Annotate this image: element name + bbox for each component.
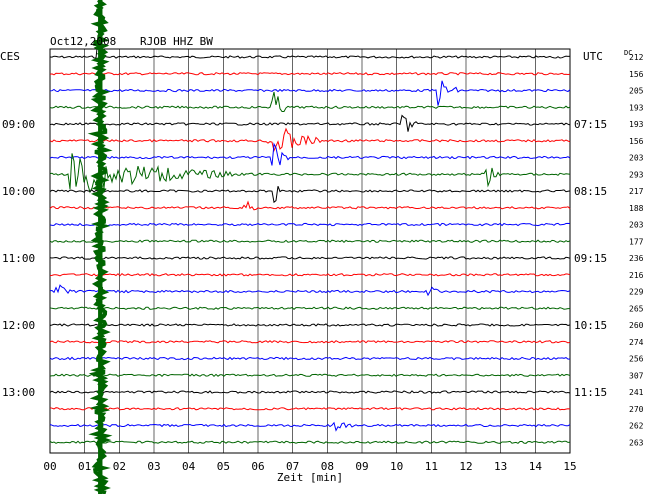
chart-labels: Oct12,2008 RJOB HHZ BW CES UTC DC Zeit […	[0, 35, 632, 484]
x-tick-label: 13	[494, 460, 507, 473]
trace-row-14	[49, 284, 571, 297]
dc-value: 274	[629, 338, 644, 347]
left-timezone-label: CES	[0, 50, 20, 63]
dc-value: 263	[629, 438, 644, 447]
trace-row-9	[49, 200, 571, 211]
left-time-label: 09:00	[2, 118, 35, 131]
dc-value: 193	[629, 103, 644, 112]
dc-value: 241	[629, 388, 644, 397]
x-axis-label: Zeit [min]	[277, 471, 343, 484]
dc-value: 205	[629, 87, 644, 96]
x-tick-label: 15	[563, 460, 576, 473]
axis-tick-labels: 00 01 02 03 04 05 06 07 08 09 10 11 12 13 14 15 09:00 10:…	[2, 53, 644, 473]
trace-row-22	[49, 421, 571, 432]
x-tick-label: 00	[43, 460, 56, 473]
dc-value: 156	[629, 70, 644, 79]
dc-value: 262	[629, 422, 644, 431]
x-tick-label: 12	[459, 460, 472, 473]
x-tick-label: 03	[147, 460, 160, 473]
trace-row-2	[49, 80, 571, 106]
left-time-label: 10:00	[2, 185, 35, 198]
dc-value: 203	[629, 154, 644, 163]
trace-row-10	[49, 222, 571, 227]
left-time-label: 13:00	[2, 386, 35, 399]
trace-row-4	[49, 114, 571, 132]
chart-station: RJOB HHZ BW	[140, 35, 213, 48]
green-teleseism-core	[98, 0, 103, 494]
trace-row-6	[49, 142, 571, 166]
left-time-label: 11:00	[2, 252, 35, 265]
x-tick-label: 07	[286, 460, 299, 473]
trace-row-8	[49, 186, 571, 204]
x-tick-label: 02	[113, 460, 126, 473]
right-time-label: 10:15	[574, 319, 607, 332]
dc-value: 212	[629, 53, 644, 62]
dc-value: 256	[629, 355, 644, 364]
dc-value: 293	[629, 170, 644, 179]
dc-value: 307	[629, 371, 644, 380]
x-tick-label: 01	[78, 460, 91, 473]
dc-value: 265	[629, 304, 644, 313]
x-tick-label: 11	[425, 460, 438, 473]
x-tick-label: 08	[321, 460, 334, 473]
x-tick-label: 06	[251, 460, 264, 473]
chart-date: Oct12,2008	[50, 35, 116, 48]
dc-value: 216	[629, 271, 644, 280]
dc-value: 260	[629, 321, 644, 330]
dc-value: 156	[629, 137, 644, 146]
dc-value: 177	[629, 237, 644, 246]
x-tick-label: 10	[390, 460, 403, 473]
x-tick-label: 09	[355, 460, 368, 473]
right-time-label: 11:15	[574, 386, 607, 399]
right-timezone-label: UTC	[583, 50, 603, 63]
dc-value: 236	[629, 254, 644, 263]
dc-value: 188	[629, 204, 644, 213]
trace-row-21	[49, 407, 571, 411]
teleseism-overlay	[87, 0, 113, 494]
dc-value: 203	[629, 221, 644, 230]
trace-row-23	[49, 440, 571, 444]
dc-value: 270	[629, 405, 644, 414]
right-time-label: 09:15	[574, 252, 607, 265]
right-time-label: 07:15	[574, 118, 607, 131]
plot-frame	[49, 48, 571, 454]
trace-row-18	[49, 356, 571, 361]
seismic-traces	[49, 38, 571, 444]
dc-value: 217	[629, 187, 644, 196]
trace-row-15	[49, 306, 570, 310]
trace-row-0	[49, 38, 571, 59]
right-time-label: 08:15	[574, 185, 607, 198]
trace-row-11	[49, 239, 571, 243]
trace-row-5	[49, 127, 571, 153]
dc-header-label: DC	[624, 49, 632, 57]
trace-row-16	[49, 323, 571, 327]
trace-row-13	[49, 273, 571, 277]
trace-row-3	[49, 91, 571, 112]
trace-row-19	[49, 373, 571, 377]
trace-row-12	[49, 256, 571, 260]
x-tick-label: 04	[182, 460, 196, 473]
plot-grid	[49, 48, 571, 454]
left-time-label: 12:00	[2, 319, 35, 332]
trace-row-20	[49, 390, 571, 394]
dc-value: 229	[629, 288, 644, 297]
x-tick-label: 05	[217, 460, 230, 473]
trace-row-1	[49, 72, 571, 76]
x-tick-label: 14	[529, 460, 543, 473]
trace-row-7	[49, 153, 571, 194]
trace-row-17	[49, 340, 571, 344]
dc-value: 193	[629, 120, 644, 129]
